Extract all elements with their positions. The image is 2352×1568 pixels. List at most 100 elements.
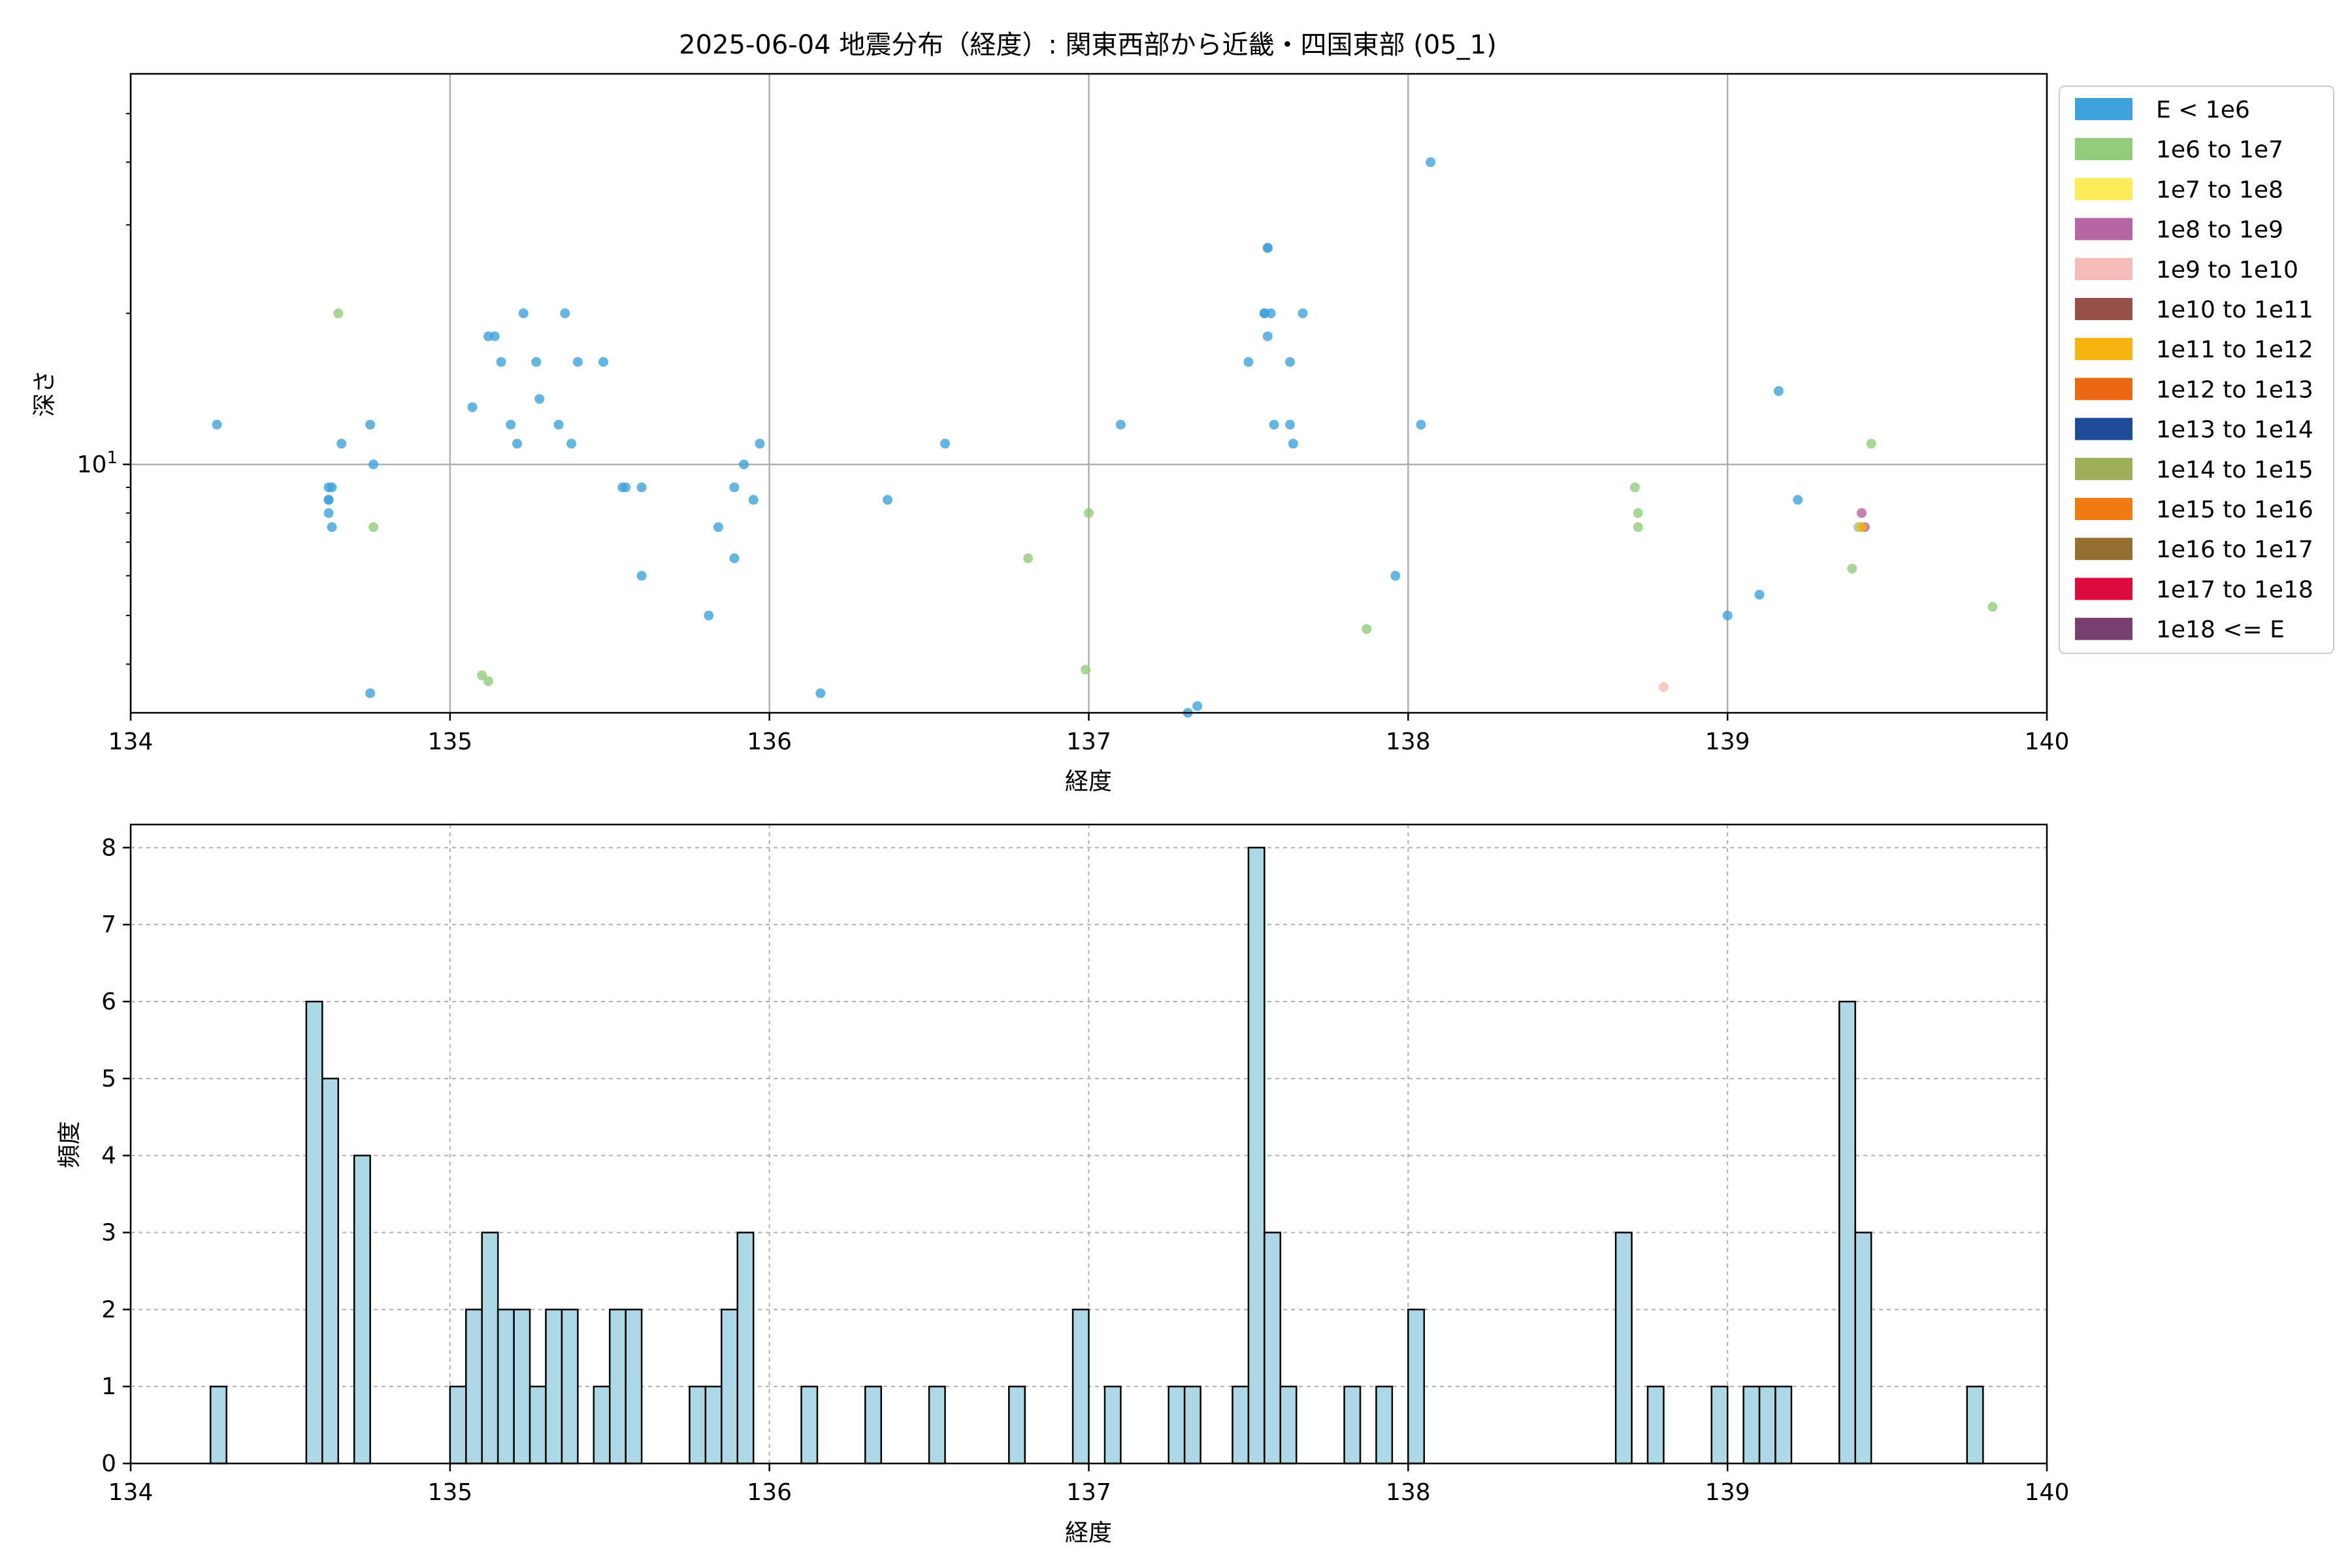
scatter-point xyxy=(327,522,337,532)
scatter-point xyxy=(1023,553,1034,564)
scatter-point xyxy=(560,308,570,319)
scatter-point xyxy=(489,331,500,342)
scatter-point xyxy=(1633,522,1643,532)
scatter-point xyxy=(477,670,487,681)
scatter-x-ticks: 134 135 136 137 138 139 140 xyxy=(108,713,2070,755)
legend-label: 1e18 <= E xyxy=(2156,617,2285,644)
scatter-point xyxy=(1081,664,1091,675)
legend-label: 1e17 to 1e18 xyxy=(2156,576,2313,603)
scatter-point xyxy=(1426,157,1436,167)
legend-swatch xyxy=(2075,298,2132,320)
scatter-point xyxy=(336,438,347,449)
legend-entries: E < 1e6 1e6 to 1e7 1e7 to 1e8 1e8 to 1e9 1e9… xyxy=(2075,97,2313,644)
scatter-x-tick-label: 140 xyxy=(2025,728,2070,755)
scatter-point xyxy=(1115,419,1126,430)
scatter-point xyxy=(598,357,608,367)
histogram-x-tick-label: 138 xyxy=(1386,1479,1431,1506)
scatter-point xyxy=(1269,419,1279,430)
scatter-point xyxy=(365,419,376,430)
scatter-x-tick-label: 139 xyxy=(1705,728,1750,755)
histogram-y-tick-label: 6 xyxy=(101,988,116,1015)
scatter-point xyxy=(1284,419,1295,430)
histogram-bar xyxy=(1343,1385,1362,1465)
histogram-bar xyxy=(353,1154,371,1465)
scatter-x-label: 経度 xyxy=(1065,768,1112,795)
scatter-point xyxy=(755,438,765,449)
scatter-point xyxy=(636,482,647,493)
legend-label: 1e6 to 1e7 xyxy=(2156,137,2283,163)
histogram-bar xyxy=(864,1385,883,1465)
scatter-point xyxy=(368,522,379,532)
legend-swatch xyxy=(2075,98,2132,120)
histogram-bar xyxy=(1168,1385,1186,1465)
scatter-point xyxy=(940,438,951,449)
histogram-bar xyxy=(305,1000,323,1465)
scatter-point xyxy=(1243,357,1254,367)
histogram-bar xyxy=(1646,1385,1665,1465)
histogram-y-ticks: 0 1 2 3 4 5 6 7 8 xyxy=(101,834,131,1477)
histogram-bar xyxy=(321,1077,339,1465)
scatter-point xyxy=(333,308,344,319)
histogram-bar xyxy=(609,1309,627,1465)
histogram-x-ticks: 134 135 136 137 138 139 140 xyxy=(108,1463,2070,1506)
histogram-bar xyxy=(545,1309,563,1465)
legend-label: 1e11 to 1e12 xyxy=(2156,336,2313,363)
histogram-bar xyxy=(593,1385,611,1465)
histogram-bar xyxy=(513,1309,531,1465)
scatter-point xyxy=(506,419,516,430)
scatter-point xyxy=(883,495,893,505)
histogram-bar xyxy=(1103,1385,1122,1465)
scatter-x-tick-label: 136 xyxy=(747,728,792,755)
histogram-x-tick-label: 136 xyxy=(747,1479,792,1506)
scatter-point xyxy=(534,394,545,404)
histogram-bar xyxy=(800,1385,819,1465)
scatter-point xyxy=(553,419,564,430)
scatter-point xyxy=(323,508,334,518)
legend-label: 1e15 to 1e16 xyxy=(2156,497,2313,523)
histogram-bar xyxy=(1375,1385,1394,1465)
histogram-bar xyxy=(497,1309,515,1465)
scatter-point xyxy=(739,459,749,470)
histogram-bar xyxy=(1710,1385,1729,1465)
scatter-x-tick-label: 134 xyxy=(108,728,154,755)
histogram-x-tick-label: 140 xyxy=(2025,1479,2070,1506)
scatter-point xyxy=(1288,438,1298,449)
scatter-point xyxy=(512,438,522,449)
scatter-point xyxy=(1773,386,1784,397)
scatter-point xyxy=(323,495,334,505)
scatter-point xyxy=(1192,701,1203,711)
legend-swatch xyxy=(2075,138,2132,161)
scatter-point xyxy=(572,357,583,367)
legend-swatch xyxy=(2075,578,2132,600)
scatter-points xyxy=(212,157,1998,718)
scatter-panel: 134 135 136 137 138 139 140 101 経度 深さ xyxy=(31,73,2070,795)
scatter-point xyxy=(815,688,826,698)
scatter-x-tick-label: 138 xyxy=(1386,728,1431,755)
scatter-point xyxy=(729,553,740,564)
histogram-x-tick-label: 137 xyxy=(1066,1479,1111,1506)
histogram-y-tick-label: 0 xyxy=(101,1450,116,1477)
histogram-bar xyxy=(1183,1385,1201,1465)
histogram-bar xyxy=(465,1309,483,1465)
scatter-point xyxy=(1658,682,1669,693)
scatter-y-label: 深さ xyxy=(31,370,58,417)
histogram-bar xyxy=(1071,1309,1090,1465)
histogram-bar xyxy=(1008,1385,1026,1465)
histogram-bar xyxy=(1264,1232,1282,1465)
histogram-bar xyxy=(481,1232,499,1465)
scatter-x-tick-label: 137 xyxy=(1066,728,1111,755)
scatter-point xyxy=(212,419,222,430)
legend-label: 1e7 to 1e8 xyxy=(2156,176,2283,203)
legend-swatch xyxy=(2075,218,2132,240)
scatter-point xyxy=(1847,563,1857,574)
histogram-bar xyxy=(625,1309,643,1465)
scatter-point xyxy=(467,402,478,412)
histogram-bar xyxy=(928,1385,946,1465)
legend-label: 1e12 to 1e13 xyxy=(2156,376,2313,403)
scatter-point xyxy=(496,357,506,367)
histogram-bar xyxy=(1614,1232,1633,1465)
histogram-bar xyxy=(721,1309,739,1465)
legend-swatch xyxy=(2075,378,2132,400)
legend-label: 1e9 to 1e10 xyxy=(2156,257,2298,284)
histogram-x-tick-label: 135 xyxy=(427,1479,472,1506)
